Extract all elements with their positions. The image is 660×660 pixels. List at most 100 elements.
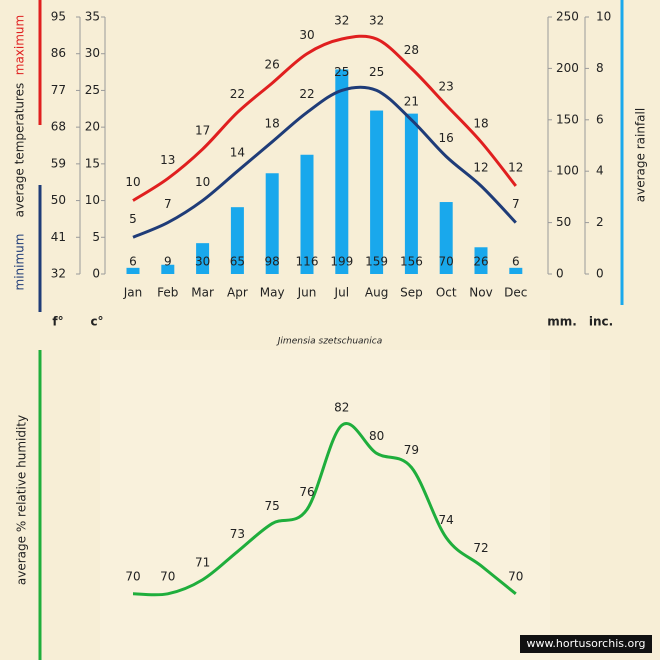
point-label: 32 xyxy=(369,14,384,28)
mm-unit: mm. xyxy=(547,315,577,329)
bar xyxy=(404,113,418,274)
tick-label: 6 xyxy=(596,112,604,126)
footer: www.hortusorchis.org xyxy=(526,637,645,650)
y2-label: average rainfall xyxy=(634,108,648,202)
point-label: 76 xyxy=(299,485,314,499)
max-label: maximum xyxy=(13,15,27,75)
point-label: 5 xyxy=(129,212,137,226)
point-label: 13 xyxy=(160,153,175,167)
x-tick-label: Dec xyxy=(504,286,527,300)
point-label: 82 xyxy=(334,401,349,415)
tick-label: 32 xyxy=(51,267,66,281)
humidity-label: average % relative humidity xyxy=(15,415,29,585)
tick-label: 50 xyxy=(51,193,66,207)
point-label: 80 xyxy=(369,429,384,443)
line xyxy=(132,421,517,597)
bar-label: 9 xyxy=(164,255,172,269)
in-unit: inc. xyxy=(589,315,613,329)
point-label: 7 xyxy=(164,197,172,211)
tick-label: 30 xyxy=(85,46,100,60)
min-label: minimum xyxy=(13,234,27,291)
x-tick-label: Mar xyxy=(191,286,214,300)
point-label: 71 xyxy=(195,555,210,569)
tick-label: 86 xyxy=(51,46,66,60)
point-label: 18 xyxy=(473,116,488,130)
tick-label: 150 xyxy=(556,112,579,126)
bar xyxy=(335,69,349,274)
point-label: 72 xyxy=(473,541,488,555)
x-tick-label: May xyxy=(260,286,285,300)
point-label: 70 xyxy=(160,569,175,583)
line xyxy=(132,34,517,202)
tick-label: 8 xyxy=(596,61,604,75)
tick-label: 0 xyxy=(596,267,604,281)
tick-label: 68 xyxy=(51,120,66,134)
tick-label: 10 xyxy=(596,10,611,24)
bar xyxy=(370,110,384,274)
bar xyxy=(439,202,453,274)
tick-label: 4 xyxy=(596,164,604,178)
bar-label: 6 xyxy=(512,255,520,269)
bar-label: 159 xyxy=(365,255,388,269)
tick-label: 2 xyxy=(596,215,604,229)
subtitle: Jimensia szetschuanica xyxy=(276,337,382,347)
bar-label: 199 xyxy=(330,255,353,269)
x-tick-label: Jun xyxy=(297,286,317,300)
point-label: 30 xyxy=(299,28,314,42)
bar xyxy=(161,264,175,274)
point-label: 10 xyxy=(125,175,140,189)
x-tick-label: Jan xyxy=(123,286,143,300)
tick-label: 41 xyxy=(51,230,66,244)
tick-label: 15 xyxy=(85,156,100,170)
tick-label: 100 xyxy=(556,164,579,178)
x-tick-label: Feb xyxy=(157,286,178,300)
x-tick-label: Oct xyxy=(436,286,457,300)
tick-label: 35 xyxy=(85,10,100,24)
tick-label: 200 xyxy=(556,61,579,75)
point-label: 73 xyxy=(230,527,245,541)
x-tick-label: Sep xyxy=(400,286,423,300)
tick-label: 59 xyxy=(51,156,66,170)
tick-label: 50 xyxy=(556,215,571,229)
bar xyxy=(300,154,314,274)
bar-label: 26 xyxy=(473,255,488,269)
tick-label: 10 xyxy=(85,193,100,207)
bar xyxy=(474,247,488,274)
bar-label: 6 xyxy=(129,255,137,269)
bar xyxy=(265,173,279,274)
point-label: 70 xyxy=(125,569,140,583)
panel xyxy=(100,350,550,660)
y-label: average temperatures xyxy=(13,83,27,218)
point-label: 26 xyxy=(265,58,280,72)
point-label: 18 xyxy=(265,116,280,130)
tick-label: 25 xyxy=(85,83,100,97)
point-label: 25 xyxy=(334,65,349,79)
x-tick-label: Nov xyxy=(469,286,492,300)
bar-label: 116 xyxy=(296,255,319,269)
bar-label: 156 xyxy=(400,255,423,269)
point-label: 22 xyxy=(299,87,314,101)
point-label: 12 xyxy=(508,160,523,174)
point-label: 70 xyxy=(508,569,523,583)
point-label: 17 xyxy=(195,124,210,138)
point-label: 74 xyxy=(439,513,454,527)
point-label: 22 xyxy=(230,87,245,101)
footer-box xyxy=(520,635,652,653)
f-unit: f° xyxy=(52,315,63,329)
c-unit: c° xyxy=(90,315,103,329)
tick-label: 250 xyxy=(556,10,579,24)
point-label: 7 xyxy=(512,197,520,211)
point-label: 16 xyxy=(439,131,454,145)
point-label: 25 xyxy=(369,65,384,79)
bar xyxy=(230,207,244,274)
point-label: 10 xyxy=(195,175,210,189)
tick-label: 77 xyxy=(51,83,66,97)
tick-label: 0 xyxy=(92,267,100,281)
x-tick-label: Apr xyxy=(227,286,248,300)
bar-label: 70 xyxy=(439,255,454,269)
point-label: 28 xyxy=(404,43,419,57)
point-label: 32 xyxy=(334,14,349,28)
tick-label: 20 xyxy=(85,120,100,134)
line xyxy=(132,85,517,239)
bar xyxy=(196,243,210,274)
